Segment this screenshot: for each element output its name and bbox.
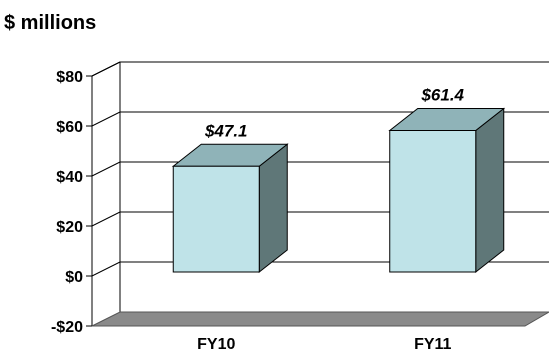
chart-floor [91,311,549,327]
chart-bars [171,107,506,274]
bar-side-face [475,107,505,274]
bar-front-face [172,165,260,273]
y-tick-label: $0 [65,269,83,286]
chart-floor-plane [91,311,549,327]
bar-fy11 [388,107,506,274]
x-category-label-fy10: FY10 [197,336,235,353]
gridline-side [91,111,121,127]
gridline-side [91,61,121,77]
bar-front-face [389,130,477,273]
y-axis-ticks: -$20 $0 $20 $40 $60 $80 [51,69,92,336]
gridline-side [91,261,121,277]
y-tick-label: -$20 [51,319,83,336]
data-label-fy11: $61.4 [420,86,464,105]
y-tick-label: $80 [56,69,83,86]
y-tick-label: $60 [56,119,83,136]
chart-labels: $47.1 FY10 $61.4 FY11 [197,86,464,354]
data-label-fy10: $47.1 [204,121,248,140]
x-category-label-fy11: FY11 [414,336,451,353]
y-axis-unit-label: $ millions [4,12,96,34]
y-tick-label: $40 [56,169,83,186]
bar-fy10 [171,143,289,274]
gridline-side [91,211,121,227]
y-tick-label: $20 [56,219,83,236]
gridline-side [91,161,121,177]
